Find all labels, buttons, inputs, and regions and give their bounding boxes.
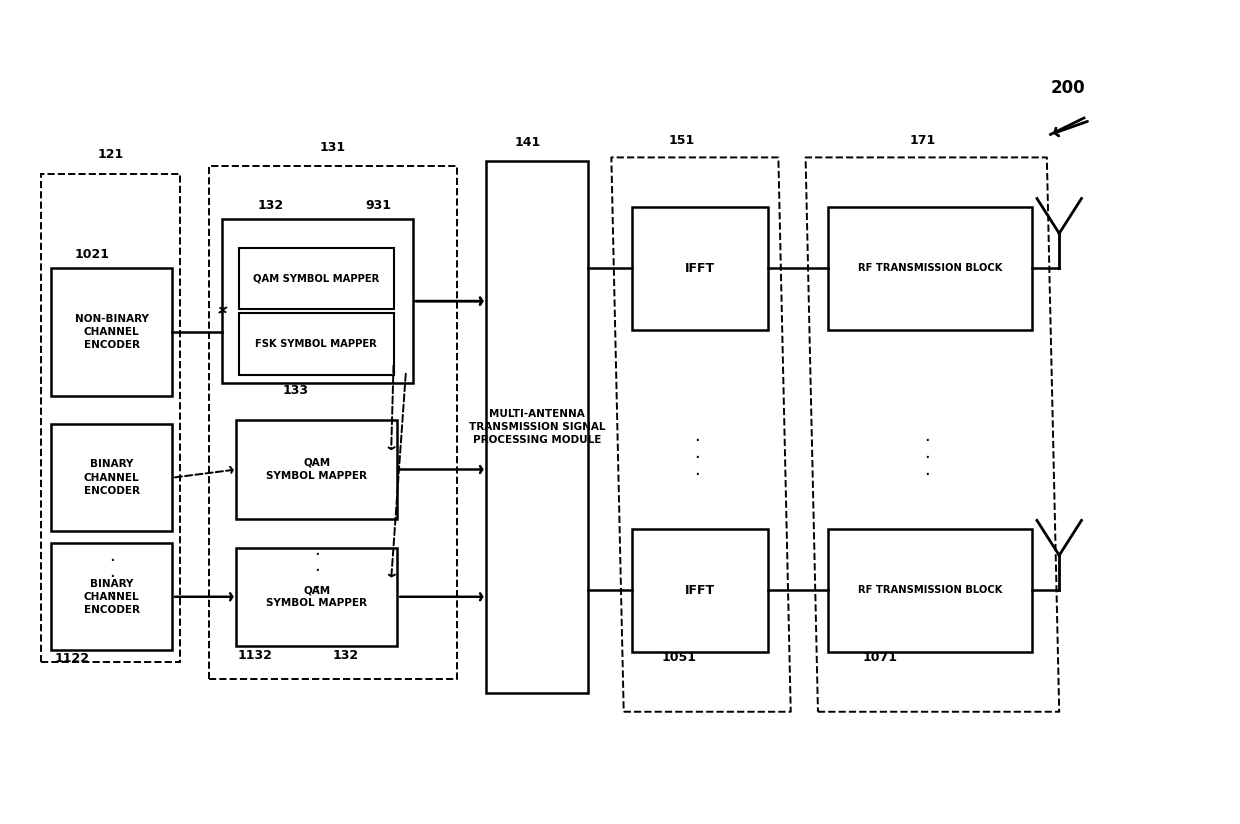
- Text: 121: 121: [97, 147, 124, 161]
- Text: IFFT: IFFT: [686, 583, 715, 597]
- Bar: [237, 420, 397, 519]
- Text: .
.
.: . . .: [694, 428, 699, 479]
- Text: 1071: 1071: [862, 651, 898, 664]
- Bar: [239, 248, 393, 309]
- Text: QAM
SYMBOL MAPPER: QAM SYMBOL MAPPER: [267, 585, 367, 608]
- Bar: [41, 174, 180, 662]
- Text: 931: 931: [366, 199, 392, 212]
- Text: RF TRANSMISSION BLOCK: RF TRANSMISSION BLOCK: [858, 264, 1002, 274]
- Text: 141: 141: [515, 136, 541, 149]
- Bar: [237, 547, 397, 646]
- Bar: [828, 207, 1032, 330]
- Text: IFFT: IFFT: [686, 262, 715, 274]
- Text: BINARY
CHANNEL
ENCODER: BINARY CHANNEL ENCODER: [83, 578, 140, 615]
- Text: NON-BINARY
CHANNEL
ENCODER: NON-BINARY CHANNEL ENCODER: [74, 314, 149, 350]
- Text: RF TRANSMISSION BLOCK: RF TRANSMISSION BLOCK: [858, 585, 1002, 595]
- Text: FSK SYMBOL MAPPER: FSK SYMBOL MAPPER: [255, 339, 377, 349]
- Text: 131: 131: [320, 141, 346, 154]
- Bar: [51, 424, 172, 531]
- Text: 1021: 1021: [74, 248, 109, 261]
- Text: 171: 171: [910, 133, 936, 147]
- Bar: [632, 529, 769, 652]
- Text: MULTI-ANTENNA
TRANSMISSION SIGNAL
PROCESSING MODULE: MULTI-ANTENNA TRANSMISSION SIGNAL PROCES…: [469, 409, 605, 445]
- Text: 151: 151: [668, 133, 694, 147]
- Bar: [486, 161, 588, 693]
- Text: 1122: 1122: [55, 652, 89, 665]
- Text: QAM SYMBOL MAPPER: QAM SYMBOL MAPPER: [253, 274, 379, 283]
- Text: .
.
.: . . .: [314, 541, 320, 592]
- Bar: [51, 543, 172, 650]
- Text: QAM
SYMBOL MAPPER: QAM SYMBOL MAPPER: [267, 458, 367, 481]
- Bar: [828, 529, 1032, 652]
- Text: 1132: 1132: [238, 648, 273, 662]
- Bar: [222, 219, 413, 383]
- Text: 1051: 1051: [662, 651, 697, 664]
- Text: .
.
.: . . .: [924, 428, 930, 479]
- Bar: [51, 269, 172, 396]
- Bar: [210, 166, 456, 679]
- Text: 133: 133: [283, 384, 309, 397]
- Text: 200: 200: [1050, 79, 1085, 97]
- Bar: [239, 313, 393, 375]
- Bar: [632, 207, 769, 330]
- Text: 132: 132: [332, 648, 358, 662]
- Text: .
.
.: . . .: [109, 546, 114, 597]
- Text: 132: 132: [258, 199, 284, 212]
- Text: BINARY
CHANNEL
ENCODER: BINARY CHANNEL ENCODER: [83, 460, 140, 496]
